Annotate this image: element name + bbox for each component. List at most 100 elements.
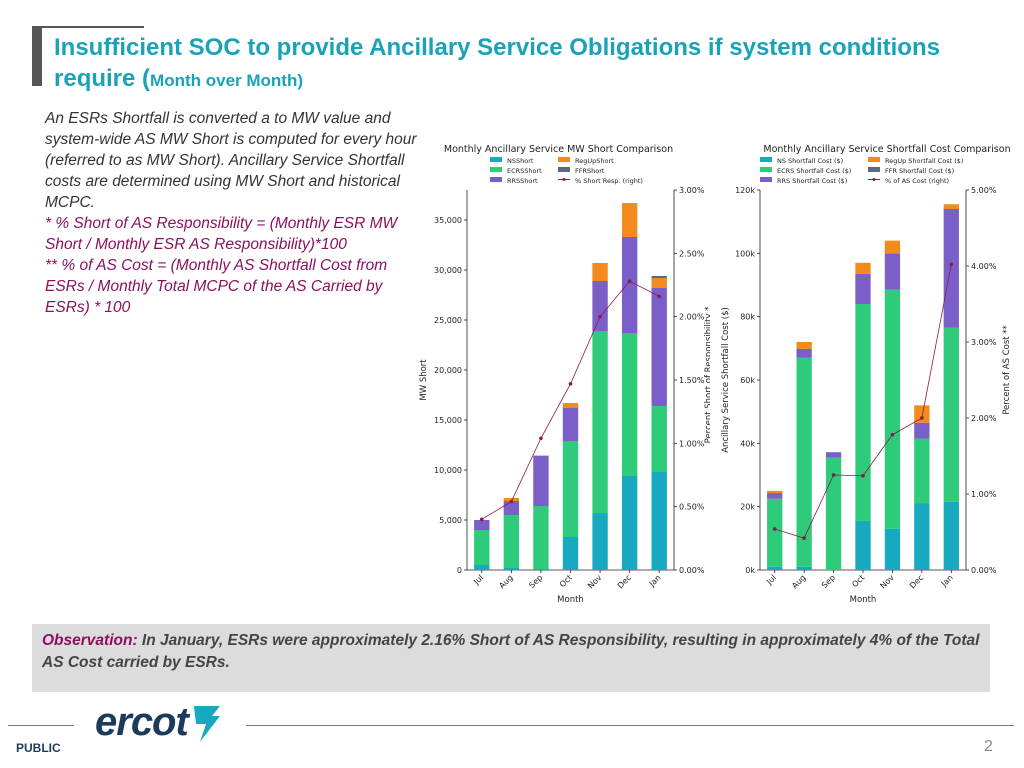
page-title: Insufficient SOC to provide Ancillary Se… (54, 32, 954, 96)
bar-segment (943, 501, 959, 570)
y-axis-label: Ancillary Service Shortfall Cost ($) (721, 307, 731, 453)
y2-tick-label: 1.50% (679, 376, 705, 385)
y-tick-label: 0 (457, 566, 462, 575)
bar-segment (884, 289, 901, 529)
x-tick-label: Dec (616, 573, 633, 590)
chart-title: Monthly Ancillary Service MW Short Compa… (444, 144, 673, 155)
bar-segment (533, 456, 549, 506)
legend-label: % Short Resp. (right) (575, 177, 643, 185)
y-tick-label: 15,000 (434, 416, 462, 425)
y-tick-label: 5,000 (439, 516, 462, 525)
bar-segment (562, 441, 579, 537)
legend-label: RRS Shortfall Cost ($) (777, 177, 847, 185)
y-tick-label: 35,000 (434, 216, 462, 225)
legend-line-marker (562, 178, 566, 181)
legend-swatch (490, 167, 502, 172)
bar-segment (825, 457, 842, 570)
legend-label: ECRSShort (507, 167, 542, 175)
title-accent-line (32, 26, 144, 28)
bar-segment (592, 281, 608, 331)
bar-segment (621, 476, 638, 570)
bar-segment (562, 537, 579, 570)
ercot-logo: ercot (95, 700, 189, 744)
footnote-cost-pct: ** % of AS Cost = (Monthly AS Shortfall … (45, 257, 388, 316)
y2-tick-label: 2.50% (679, 249, 705, 258)
bar-segment (503, 498, 520, 501)
y2-axis-label: Percent Short of Responsibility * (704, 307, 710, 444)
legend-swatch (760, 167, 772, 172)
bar-segment (855, 262, 871, 274)
legend-label: RRSShort (507, 177, 538, 185)
bar-segment (474, 520, 490, 530)
bar-segment (825, 452, 842, 458)
y-tick-label: 100k (735, 249, 755, 258)
y-tick-label: 30,000 (434, 266, 462, 275)
bar-segment (592, 331, 608, 513)
legend-label: NS Shortfall Cost ($) (777, 157, 843, 165)
y-tick-label: 40k (740, 439, 755, 448)
pct-point (509, 499, 514, 504)
pct-point (861, 473, 865, 478)
x-axis-label: Month (557, 595, 584, 605)
observation-text: In January, ESRs were approximately 2.16… (42, 632, 980, 671)
y2-tick-label: 0.00% (679, 566, 705, 575)
pct-point (568, 382, 573, 386)
bar-segment (855, 273, 871, 304)
bar-segment (592, 263, 608, 281)
legend-label: RegUp Shortfall Cost ($) (885, 157, 963, 165)
pct-point (598, 314, 602, 319)
bar-segment (884, 240, 901, 254)
footer-label: PUBLIC (16, 741, 61, 755)
x-tick-label: Oct (558, 573, 574, 589)
bar-segment (914, 438, 930, 504)
legend-swatch (558, 167, 570, 172)
bar-segment (474, 530, 490, 565)
x-tick-label: Sep (527, 573, 544, 590)
x-tick-label: Oct (850, 573, 866, 589)
x-tick-label: Jul (764, 573, 778, 587)
y2-tick-label: 2.00% (971, 414, 997, 423)
bar-segment (562, 403, 579, 408)
bar-segment (914, 503, 930, 570)
y2-tick-label: 3.00% (971, 338, 997, 347)
x-axis-label: Month (850, 595, 877, 605)
bar-segment (651, 288, 667, 406)
pct-point (479, 517, 484, 522)
y2-tick-label: 2.00% (679, 313, 705, 322)
legend-line-marker (872, 178, 876, 181)
x-tick-label: Sep (820, 573, 837, 590)
y-tick-label: 20,000 (434, 366, 462, 375)
y-tick-label: 20k (740, 503, 755, 512)
bar-segment (767, 498, 783, 567)
bar-segment (796, 566, 812, 570)
bar-segment (533, 569, 549, 570)
legend-label: FFRShort (575, 167, 605, 175)
bar-segment (474, 565, 490, 570)
y-tick-label: 25,000 (434, 316, 462, 325)
chart-title: Monthly Ancillary Service Shortfall Cost… (763, 144, 1010, 155)
legend-label: % of AS Cost (right) (885, 177, 949, 185)
pct-point (772, 527, 777, 531)
x-tick-label: Jan (647, 573, 663, 589)
y-tick-label: 0k (745, 566, 755, 575)
bar-segment (884, 528, 901, 570)
legend-label: NSShort (507, 157, 534, 165)
bar-segment (796, 348, 812, 358)
legend-label: FFR Shortfall Cost ($) (885, 167, 954, 175)
bar-segment (621, 237, 638, 333)
bar-segment (943, 327, 959, 502)
bar-segment (914, 405, 930, 423)
ercot-logo-mark-icon (194, 706, 220, 742)
pct-point (627, 279, 632, 283)
bar-segment (855, 520, 871, 570)
bar-segment (767, 490, 783, 494)
observation-label: Observation: (42, 632, 138, 649)
y2-tick-label: 5.00% (971, 186, 997, 195)
pct-point (657, 294, 662, 299)
bar-segment (533, 506, 549, 569)
mw-short-chart: Monthly Ancillary Service MW Short Compa… (419, 144, 710, 605)
pct-point (802, 536, 806, 540)
bar-segment (503, 515, 520, 568)
bar-segment (562, 408, 579, 441)
shortfall-cost-chart: Monthly Ancillary Service Shortfall Cost… (721, 144, 1012, 605)
